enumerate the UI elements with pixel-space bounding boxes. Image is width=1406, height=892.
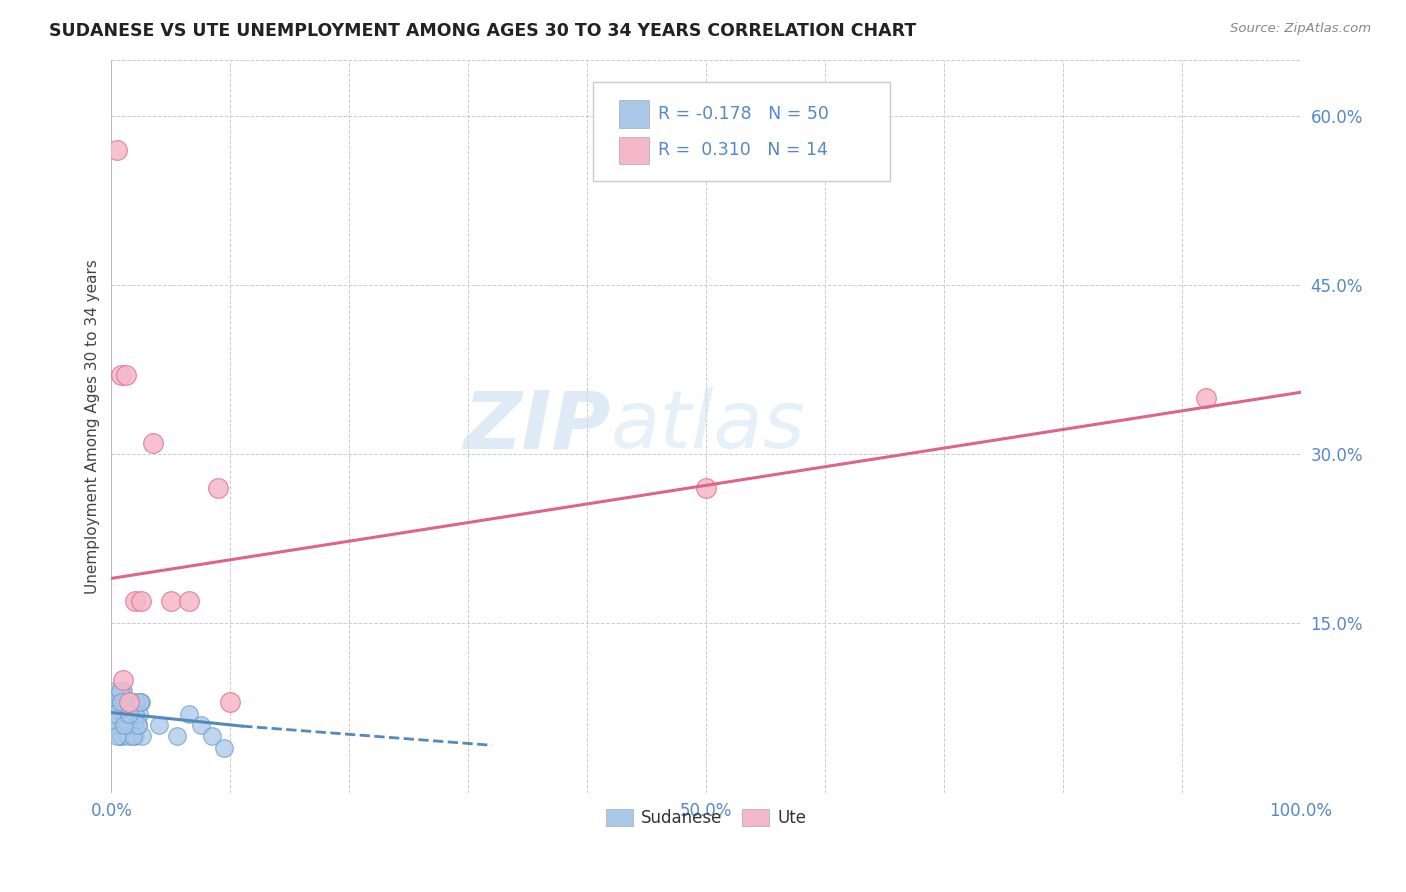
Point [107,706,129,721]
Point [114,718,136,732]
Point [110,729,132,743]
Point [131,729,153,743]
Point [112,673,135,687]
Point [114,706,136,721]
Point [142,436,165,450]
Point [110,368,132,383]
Point [110,729,132,743]
Point [114,695,136,709]
Point [127,718,149,732]
FancyBboxPatch shape [619,100,650,128]
Point [117,729,139,743]
Point [160,594,183,608]
Point [118,695,141,709]
Point [105,695,128,709]
Point [129,695,152,709]
Legend: Sudanese, Ute: Sudanese, Ute [598,801,814,836]
Point [105,729,128,743]
Point [104,706,127,721]
Point [177,594,200,608]
Text: R =  0.310   N = 14: R = 0.310 N = 14 [658,142,828,160]
Point [121,706,143,721]
Point [124,729,146,743]
Point [105,143,128,157]
Point [122,718,145,732]
Point [108,695,131,709]
Point [695,481,717,495]
Point [118,706,141,721]
Text: R = -0.178   N = 50: R = -0.178 N = 50 [658,105,830,123]
Point [110,695,132,709]
Point [115,718,138,732]
Point [148,718,170,732]
Point [112,706,135,721]
Point [118,718,141,732]
Point [114,368,136,383]
Point [120,695,142,709]
Point [111,684,134,698]
FancyBboxPatch shape [619,136,650,164]
Point [177,706,200,721]
Point [117,718,139,732]
Point [115,706,138,721]
Point [108,684,131,698]
Point [201,729,224,743]
Point [114,718,136,732]
Point [166,729,188,743]
Text: ZIP: ZIP [464,387,610,465]
Point [107,706,129,721]
Point [121,729,143,743]
Point [128,706,150,721]
Y-axis label: Unemployment Among Ages 30 to 34 years: Unemployment Among Ages 30 to 34 years [86,259,100,593]
Point [1194,391,1216,405]
Point [129,594,152,608]
Point [121,706,143,721]
Point [111,718,134,732]
Text: SUDANESE VS UTE UNEMPLOYMENT AMONG AGES 30 TO 34 YEARS CORRELATION CHART: SUDANESE VS UTE UNEMPLOYMENT AMONG AGES … [49,22,917,40]
Point [120,695,142,709]
Point [104,684,127,698]
Point [114,695,136,709]
Point [105,718,128,732]
Point [124,594,146,608]
Point [112,684,135,698]
Point [214,740,236,755]
Point [124,706,146,721]
Point [129,695,152,709]
Point [207,481,229,495]
Text: Source: ZipAtlas.com: Source: ZipAtlas.com [1230,22,1371,36]
Point [190,718,212,732]
Point [105,718,128,732]
Point [219,695,242,709]
Text: atlas: atlas [610,387,806,465]
FancyBboxPatch shape [593,81,890,180]
Point [125,695,148,709]
Point [127,718,149,732]
Point [112,706,135,721]
